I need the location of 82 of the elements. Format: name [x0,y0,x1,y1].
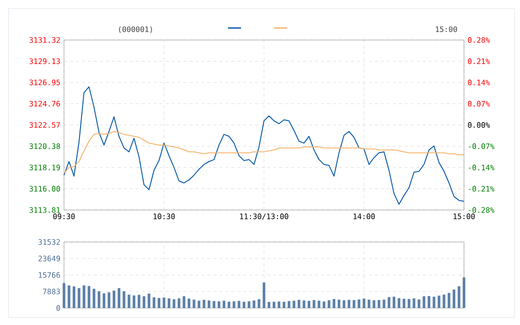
bar [282,302,286,308]
bar [138,294,140,308]
bar [458,286,460,308]
bar [292,300,296,308]
bar [418,299,420,308]
bar [422,296,426,308]
bar [162,298,166,308]
bar [378,300,380,308]
bar [222,300,226,308]
bar [182,296,186,308]
bar [198,300,200,308]
bar [248,301,250,308]
bar [438,296,440,308]
bar [208,300,210,308]
bar [158,298,160,308]
bar [102,293,106,308]
bar [398,298,400,308]
line-series [64,86,464,205]
bar [382,300,386,308]
bar [428,296,430,308]
bar [352,300,356,308]
bar [112,290,116,308]
bar [62,283,66,308]
bar [332,299,336,308]
bar [232,301,236,308]
bar [82,285,86,308]
bar [392,296,396,308]
bar [328,300,330,308]
bar [338,300,340,308]
bar [318,300,320,308]
bar [348,300,350,308]
bar [228,302,230,308]
bar [88,286,90,308]
bar [148,294,150,308]
bar [278,302,280,308]
bar [242,302,246,308]
bar [402,298,406,308]
bar [202,300,206,308]
bar [308,300,310,308]
bar [68,285,70,308]
bar [408,299,410,308]
bar [118,288,120,308]
bar [122,291,126,308]
bar [312,300,316,308]
bar [462,277,466,308]
bar [98,291,100,308]
bar [448,292,450,308]
bar [342,300,346,308]
bar [258,299,260,308]
bar [442,294,446,308]
bar [212,301,216,308]
bar [238,300,240,308]
bar [358,299,360,308]
bar [322,302,326,308]
bar [132,295,136,308]
bar [108,292,110,308]
bar [92,288,96,308]
bar [298,300,300,308]
bar [188,298,190,308]
bar [368,300,370,308]
bar [388,297,390,308]
bar [252,300,256,308]
bar [172,299,176,308]
bar [452,290,456,308]
bar [302,300,306,308]
bar [218,301,220,308]
bar [168,298,170,308]
bar [288,301,290,308]
bar [128,294,130,308]
bar [142,296,146,308]
bar [78,288,80,308]
bar [362,298,366,308]
bar [262,282,266,308]
bar [268,302,270,308]
bar [152,297,156,308]
bar [178,298,180,308]
bar [272,302,276,308]
bar [72,286,76,308]
bar [432,296,436,308]
bar [412,298,416,308]
bar [192,300,196,308]
bar [372,300,376,308]
